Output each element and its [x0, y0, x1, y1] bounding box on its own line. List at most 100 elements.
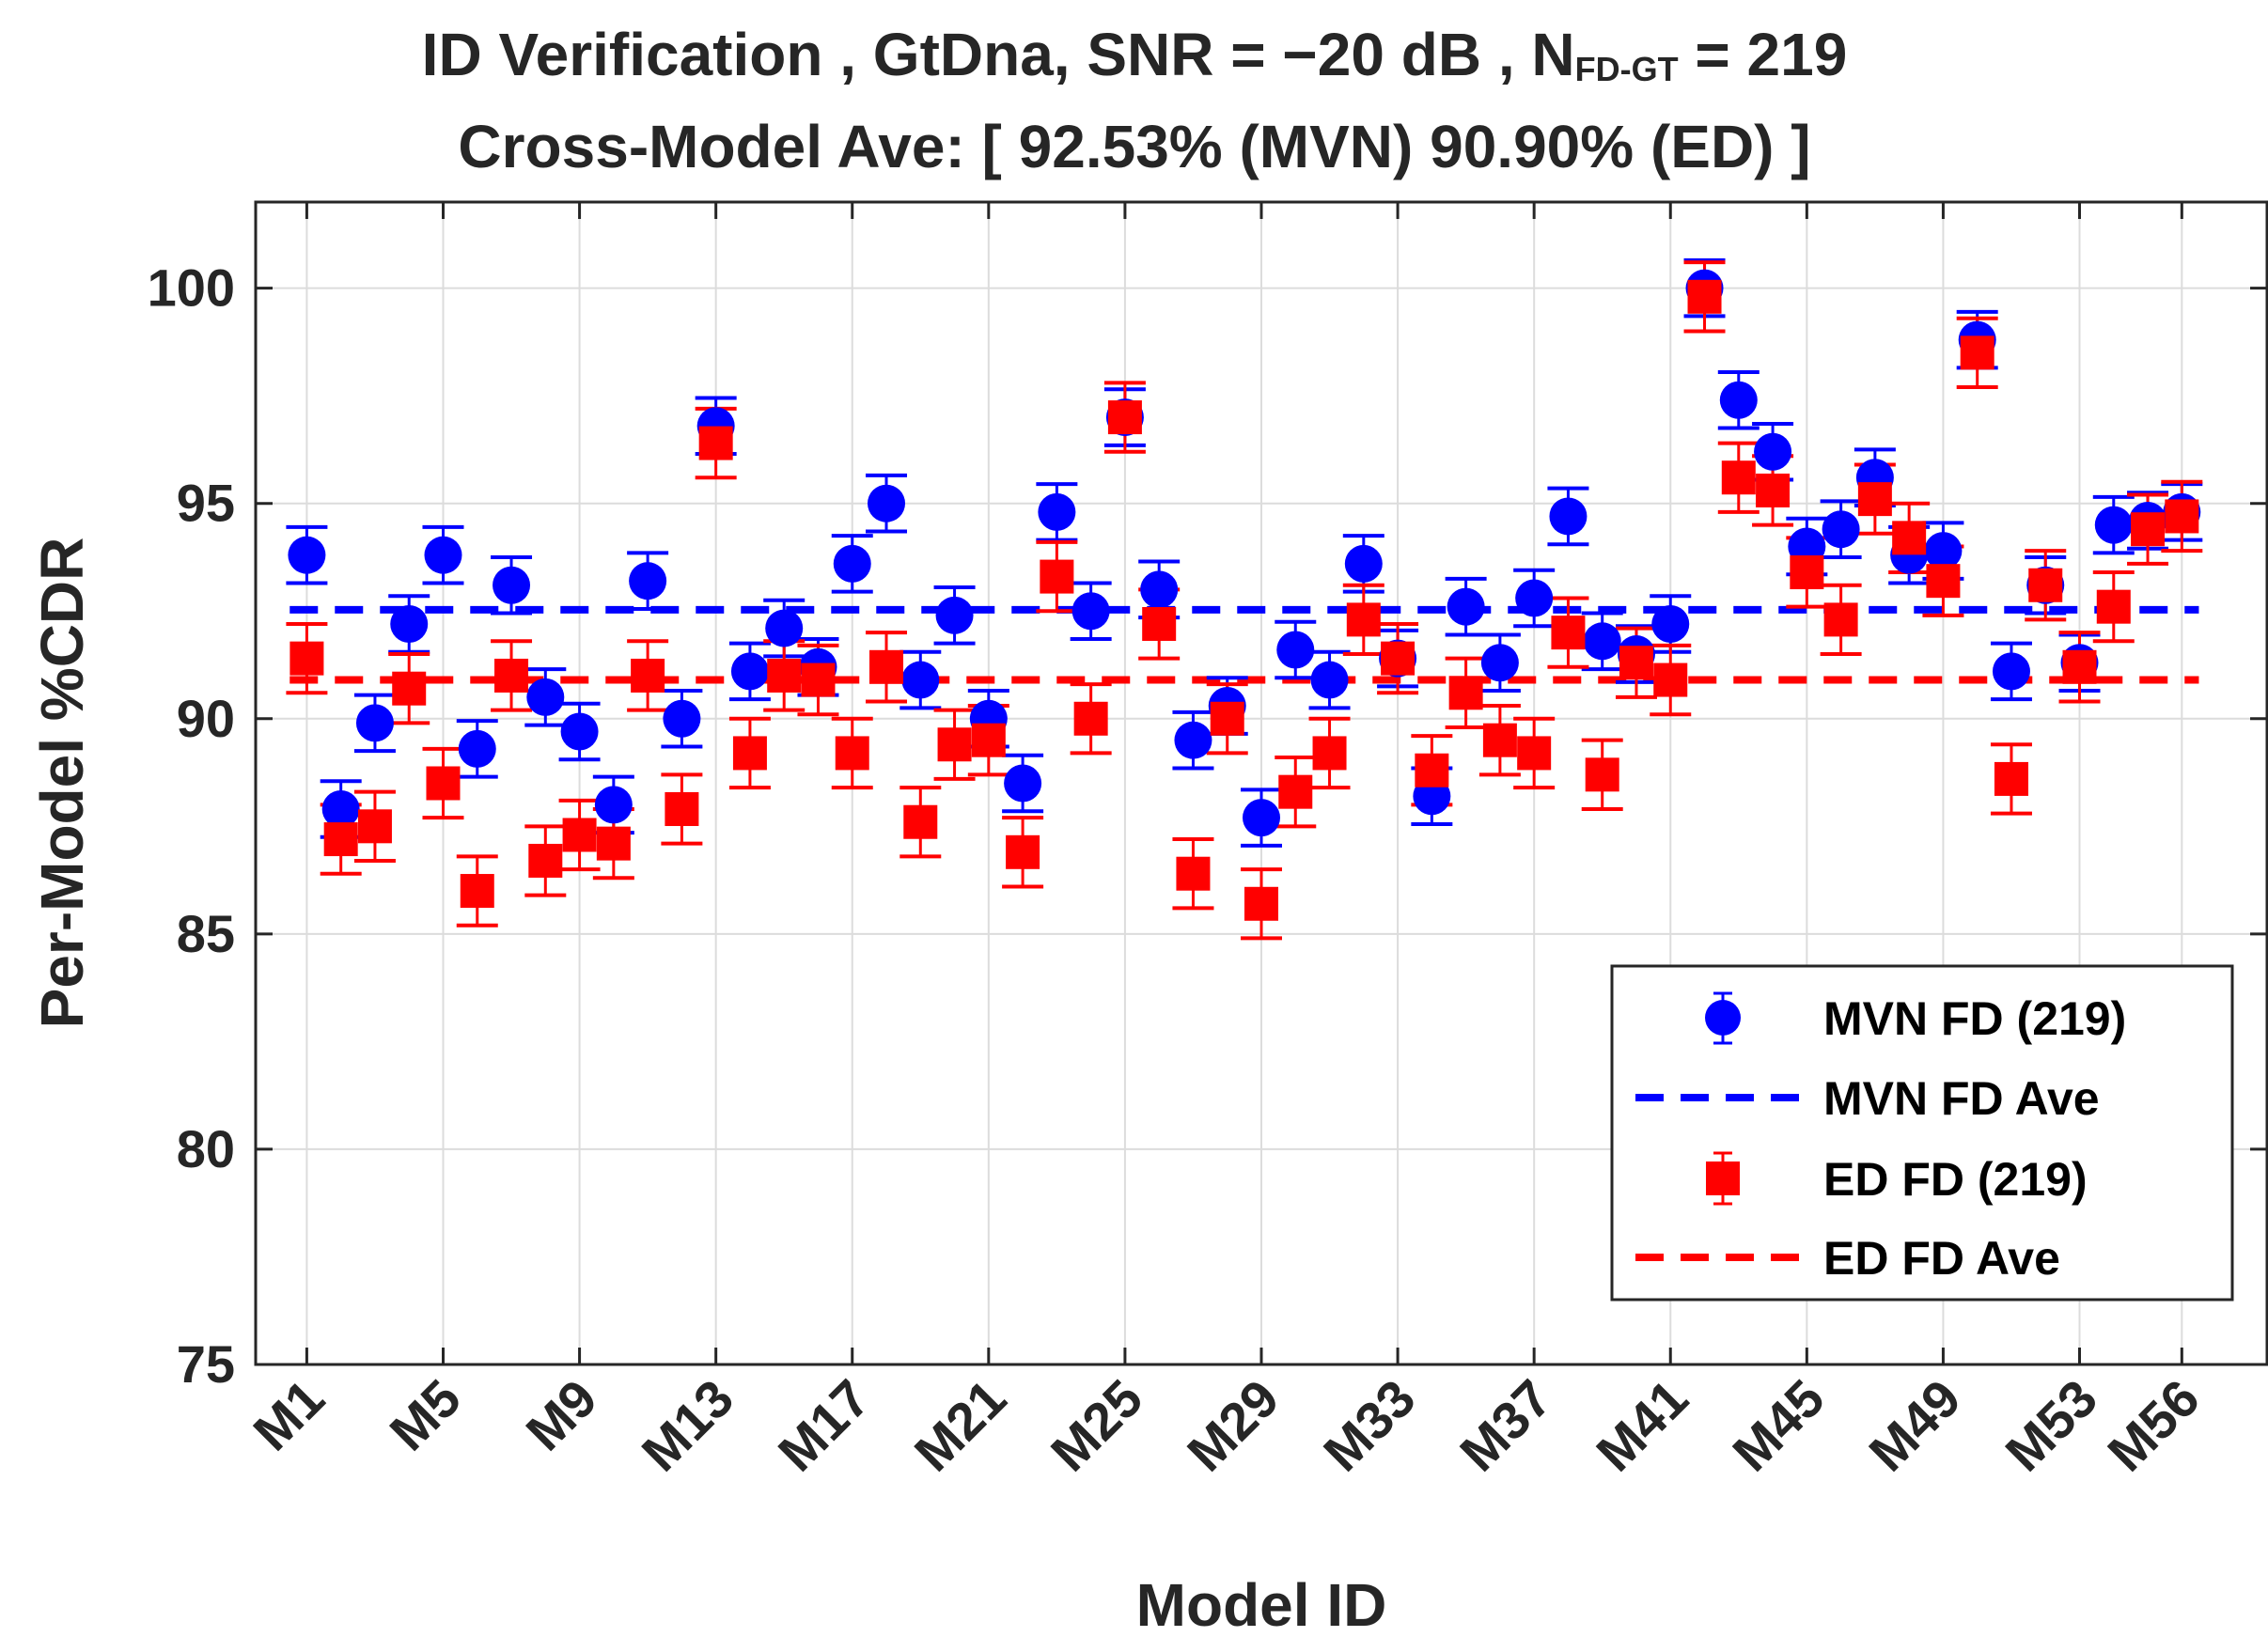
mvn-point [1276, 631, 1315, 669]
x-tick-label: M1 [242, 1368, 336, 1462]
ed-point [1857, 482, 1892, 517]
mvn-point [1038, 492, 1076, 531]
ed-point [528, 843, 563, 878]
ed-point [323, 822, 358, 857]
ed-point [1823, 602, 1858, 637]
ed-point [631, 658, 665, 693]
mvn-point [1515, 579, 1554, 617]
ed-point [1994, 761, 2028, 796]
ed-point [1142, 606, 1177, 641]
ed-point [1006, 834, 1040, 869]
ed-point [1653, 663, 1688, 697]
ed-point [2096, 589, 2131, 624]
mvn-point [629, 562, 667, 600]
ed-point [869, 649, 904, 684]
mvn-point [390, 604, 429, 643]
ed-point [937, 727, 972, 762]
ed-point [289, 641, 324, 676]
ed-point [392, 671, 427, 706]
ed-point [971, 723, 1006, 757]
ed-point [2028, 568, 2063, 602]
y-axis-label: Per-Model %CDR [28, 538, 96, 1029]
ed-point [1926, 564, 1961, 599]
mvn-point [1992, 652, 2030, 691]
mvn-point [355, 704, 394, 742]
mvn-point [288, 536, 326, 574]
ed-point [732, 736, 767, 771]
mvn-point [526, 678, 565, 716]
ed-point [1721, 460, 1756, 495]
x-tick-label: M56 [2096, 1368, 2211, 1483]
title-suffix: = 219 [1679, 21, 1848, 88]
mvn-point [765, 609, 804, 647]
ed-point [1346, 602, 1381, 637]
legend-ed-label: ED FD (219) [1823, 1153, 2088, 1206]
legend: MVN FD (219) MVN FD Ave ED FD (219) ED F… [1610, 964, 2234, 1302]
data-markers [288, 269, 2201, 921]
ed-point [426, 766, 461, 801]
mvn-point [1243, 799, 1280, 837]
chart-title-line1: ID Verification , GtDna, SNR = −20 dB , … [422, 21, 1848, 88]
y-tick-label: 90 [177, 689, 235, 748]
ed-point [2165, 499, 2199, 534]
legend-entry-ed: ED FD (219) [1706, 1151, 2088, 1206]
mvn-point [424, 536, 462, 574]
ed-point [801, 663, 836, 697]
y-tick-label: 100 [148, 258, 235, 318]
ed-point [1073, 701, 1108, 736]
legend-entry-ed-ave: ED FD Ave [1635, 1232, 2060, 1285]
average-lines [289, 605, 2199, 684]
x-axis-label: Model ID [1136, 1571, 1387, 1637]
x-tick-label: M25 [1040, 1368, 1154, 1483]
ed-point [1210, 701, 1244, 736]
legend-mvn-ave-label: MVN FD Ave [1823, 1072, 2100, 1125]
mvn-point [1924, 532, 1963, 570]
x-tick-label: M33 [1312, 1368, 1427, 1483]
ed-point [1381, 641, 1416, 676]
legend-ed-ave-label: ED FD Ave [1823, 1232, 2060, 1285]
ed-point [903, 804, 938, 839]
y-tick-label: 95 [177, 474, 235, 533]
mvn-point [321, 789, 360, 828]
ed-point [1756, 473, 1791, 507]
mvn-point [1140, 570, 1179, 609]
ed-point [1585, 757, 1619, 792]
ed-point [460, 874, 494, 909]
ed-point [1176, 856, 1211, 891]
mvn-point [935, 596, 974, 634]
ed-point [1415, 753, 1449, 787]
ed-point [357, 809, 392, 844]
mvn-point [1651, 604, 1690, 643]
ed-point [1960, 335, 1994, 370]
title-n: , N [1481, 21, 1575, 88]
mvn-point [1754, 432, 1792, 471]
y-tick-label: 85 [177, 904, 235, 963]
mvn-point [594, 786, 633, 824]
mvn-point [1310, 661, 1349, 699]
title-subscript: FD-GT [1575, 50, 1679, 88]
y-tick-label: 75 [177, 1334, 235, 1394]
legend-mvn-marker [1705, 1000, 1741, 1036]
legend-entry-mvn: MVN FD (219) [1705, 991, 2126, 1045]
mvn-point [493, 566, 531, 604]
ed-point [1244, 886, 1278, 921]
ed-point [1517, 736, 1552, 771]
ed-point [1312, 736, 1347, 771]
ed-point [1687, 279, 1722, 314]
title-prefix: ID Verification , GtDna, SNR = [422, 21, 1283, 88]
ed-point [665, 791, 699, 826]
x-tick-label: M5 [378, 1368, 472, 1462]
ed-point [1448, 676, 1483, 710]
ed-point [1040, 559, 1074, 594]
x-tick-label: M13 [631, 1368, 745, 1483]
ed-point [1107, 400, 1142, 435]
ed-point [1790, 555, 1824, 590]
mvn-point [1447, 587, 1485, 626]
mvn-point [868, 484, 906, 522]
ed-point [2062, 649, 2097, 684]
legend-ed-marker [1706, 1161, 1740, 1195]
ed-point [2131, 512, 2166, 547]
y-tick-label: 80 [177, 1119, 235, 1178]
mvn-point [1174, 721, 1212, 759]
mvn-point [560, 712, 599, 751]
